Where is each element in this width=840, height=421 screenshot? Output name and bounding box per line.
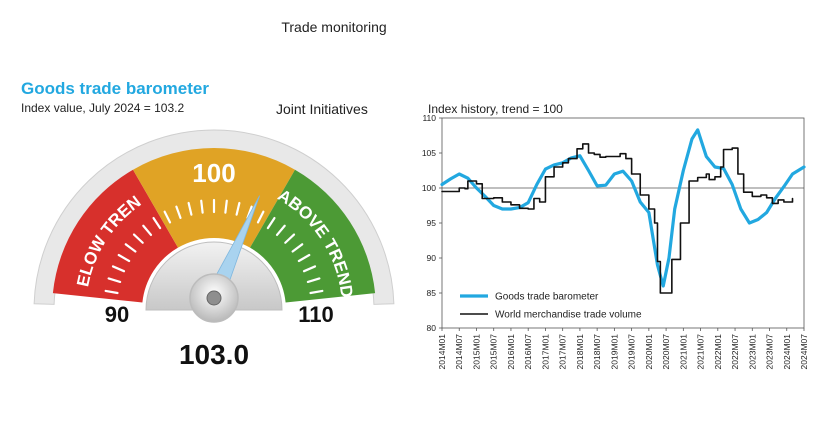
- gauge-segment-trend: [133, 148, 295, 248]
- y-tick-label: 110: [422, 113, 436, 123]
- x-tick-label: 2016M07: [523, 334, 533, 370]
- gauge-tick: [309, 289, 324, 295]
- joint-initiatives-label: Joint Initiatives: [276, 101, 368, 117]
- series-line-goods-trade-barometer: [440, 128, 806, 288]
- gauge-ticks: [104, 198, 324, 295]
- x-tick-label: 2020M01: [644, 334, 654, 370]
- y-tick-label: 105: [422, 148, 436, 158]
- x-tick-label: 2021M01: [678, 334, 688, 370]
- y-tick-label: 85: [427, 288, 437, 298]
- y-tick-label: 95: [427, 218, 437, 228]
- y-tick-label: 100: [422, 183, 436, 193]
- y-tick-label: 80: [427, 323, 437, 333]
- gauge-tick: [104, 289, 119, 295]
- gauge-tick: [117, 253, 131, 263]
- gauge-tick: [256, 210, 265, 224]
- gauge-tick: [132, 233, 144, 244]
- gauge-segment-below-trend: [52, 169, 178, 303]
- x-tick-label: 2023M07: [765, 334, 775, 370]
- x-tick-label: 2022M07: [730, 334, 740, 370]
- x-tick-label: 2014M07: [454, 334, 464, 370]
- gauge-center-label: 100: [192, 158, 235, 188]
- x-tick-label: 2017M01: [540, 334, 550, 370]
- gauge-tick: [266, 216, 276, 230]
- gauge-tick: [302, 265, 317, 273]
- gauge-tick: [175, 205, 182, 220]
- gauge: BELOW TREND ABOVE TREND 100 90 110 103.0: [33, 129, 395, 370]
- series-group: [440, 128, 806, 294]
- x-tick-label: 2015M01: [471, 334, 481, 370]
- gauge-segment-above-trend: [250, 169, 376, 303]
- gauge-tick: [291, 243, 304, 253]
- gauge-tick: [224, 199, 228, 214]
- x-tick-label: 2018M07: [592, 334, 602, 370]
- gauge-tick: [124, 243, 137, 253]
- gauge-tick: [107, 277, 122, 283]
- y-axis: 80 85 90 95 100 105 110: [422, 113, 442, 333]
- gauge-tick: [187, 201, 193, 216]
- legend-label: Goods trade barometer: [495, 292, 599, 303]
- gauge-tick: [284, 233, 296, 244]
- x-tick-label: 2015M07: [489, 334, 499, 370]
- x-tick-label: 2017M07: [558, 334, 568, 370]
- gauge-tick: [152, 216, 162, 230]
- x-tick-label: 2023M01: [747, 334, 757, 370]
- gauge-tick: [235, 201, 241, 216]
- x-tick-label: 2016M01: [506, 334, 516, 370]
- gauge-tick: [275, 224, 286, 237]
- gauge-hub-center: [206, 290, 222, 306]
- barometer-title: Goods trade barometer: [21, 79, 209, 98]
- x-tick-label: 2024M07: [799, 334, 809, 370]
- gauge-tick: [111, 265, 126, 273]
- legend-label: World merchandise trade volume: [495, 310, 642, 321]
- x-tick-label: 2019M01: [609, 334, 619, 370]
- gauge-tick: [200, 199, 204, 214]
- gauge-tick: [297, 253, 311, 263]
- x-tick-label: 2022M01: [713, 334, 723, 370]
- gauge-max-label: 110: [298, 302, 334, 327]
- x-tick-label: 2018M01: [575, 334, 585, 370]
- gauge-min-label: 90: [105, 302, 129, 327]
- x-tick-label: 2019M07: [627, 334, 637, 370]
- gauge-readout: 103.0: [179, 339, 249, 370]
- gauge-tick: [306, 277, 321, 283]
- x-tick-label: 2020M07: [661, 334, 671, 370]
- barometer-subtitle: Index value, July 2024 = 103.2: [21, 101, 185, 115]
- x-axis: 2014M01 2014M07 2015M01 2015M07 2016M01 2016M…: [437, 328, 809, 369]
- page-title: Trade monitoring: [281, 19, 387, 35]
- chart-title: Index history, trend = 100: [428, 102, 563, 116]
- gauge-tick: [163, 210, 172, 224]
- gauge-tick: [142, 224, 153, 237]
- x-tick-label: 2021M07: [696, 334, 706, 370]
- y-tick-label: 90: [427, 253, 437, 263]
- series-line-world-merchandise-trade-volume: [441, 143, 794, 294]
- legend: Goods trade barometer World merchandise t…: [460, 292, 642, 321]
- x-tick-label: 2014M01: [437, 334, 447, 370]
- x-tick-label: 2024M01: [782, 334, 792, 370]
